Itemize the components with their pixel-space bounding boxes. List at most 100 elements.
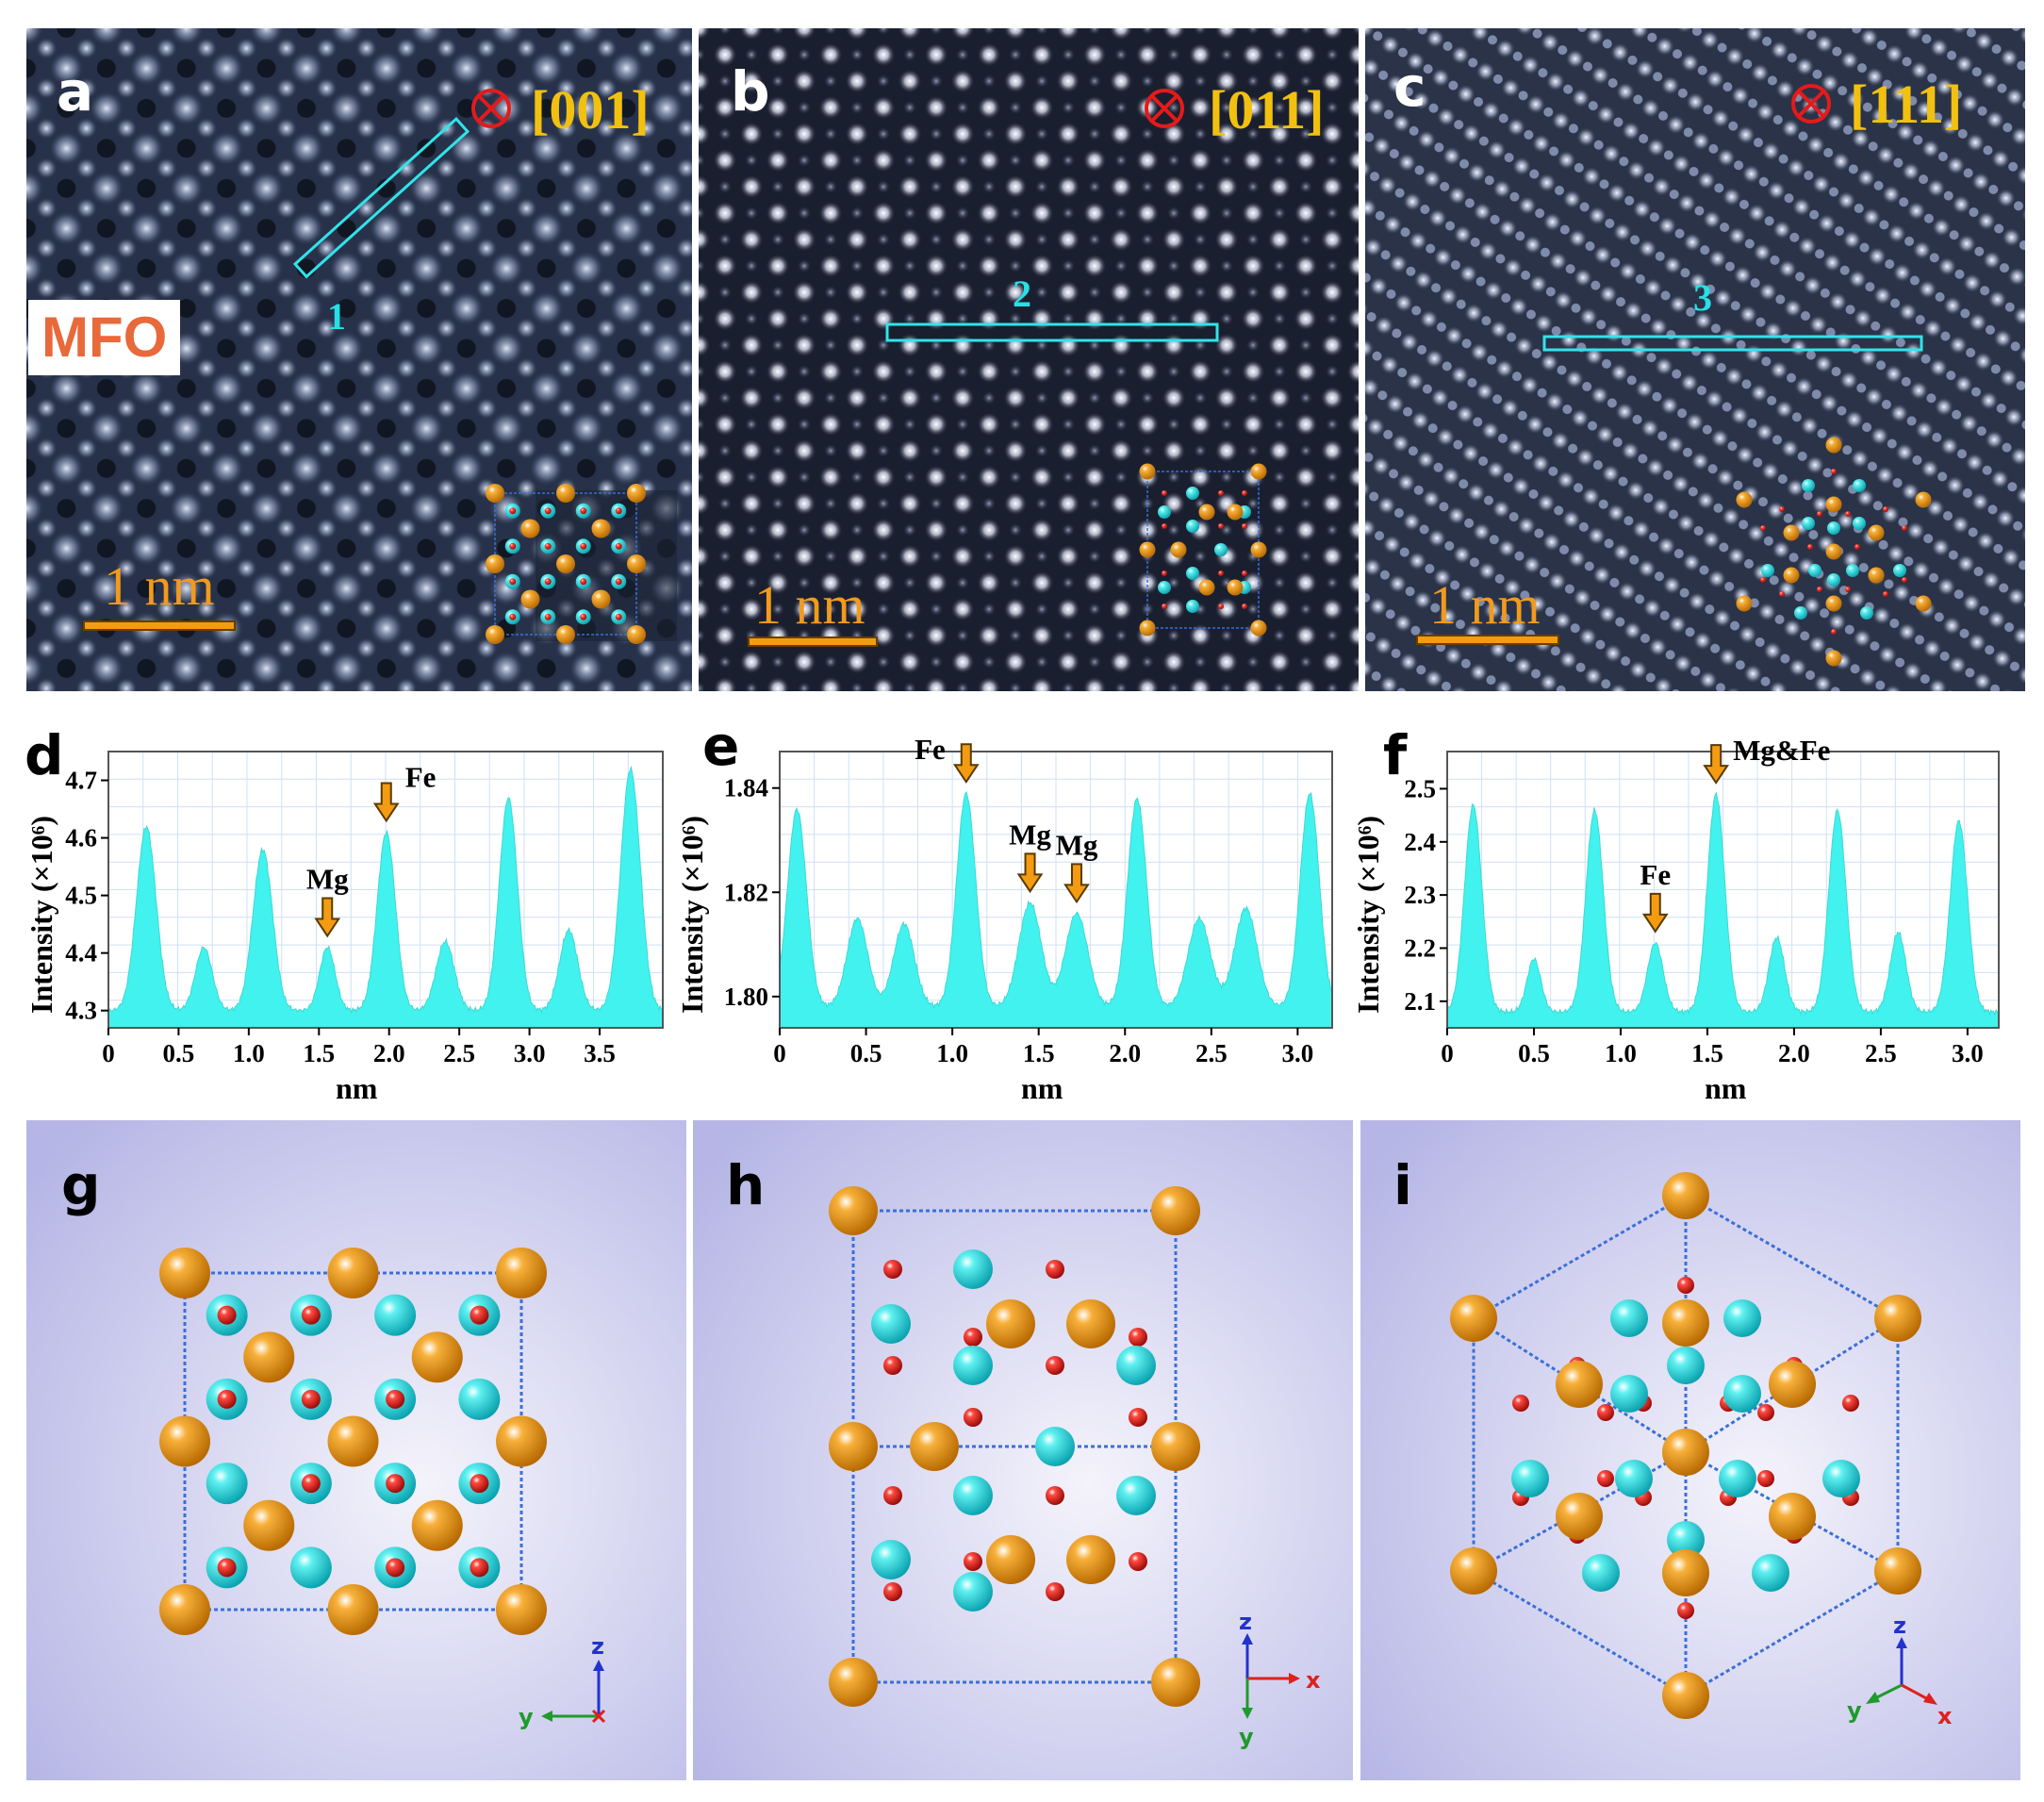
scale-bar-label-c: 1 nm [1429, 574, 1541, 636]
fe-atom [1783, 567, 1800, 584]
o-atom [580, 613, 587, 620]
o-atom [1831, 469, 1837, 474]
o-atom [1757, 1470, 1774, 1487]
x-tick-label: 2.5 [443, 1039, 475, 1067]
o-atom [509, 613, 517, 620]
model-panel-i [1360, 1120, 2020, 1780]
o-atom [1807, 544, 1813, 550]
arrow-down-icon [1016, 852, 1044, 894]
unit-cell-edge [1473, 1316, 1899, 1573]
y-tick-label: 1.80 [724, 983, 768, 1011]
fe-atom [1198, 579, 1215, 596]
profile-chart-e-svg: 0 0.5 1.0 1.5 2.0 2.5 3.0 1.80 1.82 1.84 Fe Mg Mg [724, 733, 1333, 1067]
mg-atom [1794, 606, 1807, 620]
panel-letter-a: a [57, 59, 94, 124]
o-atom [470, 1558, 489, 1578]
x-tick-label: 0.5 [850, 1039, 882, 1067]
fe-atom [1139, 463, 1156, 480]
fe-atom [1915, 491, 1932, 508]
fe-atom [243, 1331, 295, 1383]
x-tick-label: 3.0 [514, 1039, 546, 1067]
o-atom [1902, 525, 1907, 531]
fe-atom [411, 1499, 463, 1551]
x-tick-label: 1.0 [233, 1039, 265, 1067]
o-atom [1512, 1395, 1529, 1412]
o-atom [1129, 1328, 1147, 1347]
o-atom [615, 507, 622, 515]
o-atom [1242, 490, 1247, 496]
plot-frame [107, 751, 664, 1029]
o-atom [883, 1356, 902, 1375]
o-atom [1854, 544, 1860, 550]
mg-atom [1035, 1427, 1075, 1466]
model-panel-g [26, 1120, 686, 1780]
o-atom [1218, 603, 1224, 609]
inset-model-a [486, 484, 646, 644]
fe-atom [1769, 1361, 1816, 1408]
fe-atom [1662, 1299, 1709, 1347]
o-atom [1046, 1582, 1064, 1601]
o-atom [470, 1305, 489, 1325]
x-tick-label: 0 [773, 1039, 786, 1067]
model-i-svg [1360, 1120, 2020, 1780]
fe-atom [1066, 1535, 1115, 1584]
mg-atom [1615, 1460, 1653, 1497]
arrow-down-icon [1641, 892, 1669, 934]
crystal-model-i [1450, 1172, 1921, 1719]
fe-atom [829, 1658, 878, 1707]
axis-triad-g: z y x [519, 1633, 606, 1740]
stem-image-b [699, 28, 1359, 691]
model-h-svg [693, 1120, 1353, 1780]
fe-atom [1227, 504, 1244, 521]
x-tick-label: 1.5 [303, 1039, 335, 1067]
mg-atom [1752, 1554, 1789, 1592]
fe-atom [1736, 491, 1753, 508]
x-tick-label: 0.5 [1518, 1039, 1550, 1067]
mg-atom [1610, 1299, 1648, 1337]
scale-bar-c [1416, 635, 1559, 645]
o-atom [1842, 1395, 1859, 1412]
o-atom [964, 1328, 982, 1347]
x-tick-label: 3.0 [1952, 1039, 1984, 1067]
fe-atom [1198, 504, 1215, 521]
o-atom [1817, 587, 1822, 592]
mg-atom [1822, 1460, 1860, 1497]
mg-atom [1723, 1299, 1761, 1337]
peak-annotation: Mg [306, 863, 349, 938]
fe-atom [159, 1584, 210, 1635]
mg-atom [953, 1476, 993, 1515]
annotation-label: Fe [405, 760, 437, 793]
mg-atom [1186, 567, 1199, 580]
plot-frame [1446, 751, 2000, 1029]
o-atom [964, 1408, 982, 1427]
mg-atom [1116, 1346, 1156, 1385]
fe-atom [1662, 1172, 1709, 1219]
o-atom [544, 507, 552, 515]
arrow-down-icon [1063, 863, 1090, 904]
material-badge: MFO [28, 300, 181, 375]
fe-atom [1170, 541, 1187, 558]
fe-atom [1662, 1549, 1709, 1596]
line-profile-label-2: 2 [1013, 273, 1031, 315]
fe-atom [1736, 595, 1753, 612]
o-atom [1242, 603, 1247, 609]
panel-letter-h: h [726, 1153, 766, 1217]
y-tick-label: 4.7 [65, 767, 97, 795]
fe-atom [1450, 1547, 1497, 1595]
y-axis-label-f: Intensity (×10⁶) [1351, 815, 1385, 1014]
o-atom [470, 1474, 489, 1494]
peak-annotation: Fe [372, 760, 437, 823]
intensity-profile-e [779, 790, 1333, 1029]
peak-annotation: Fe [1640, 858, 1671, 934]
stem-lattice-b [699, 28, 1359, 691]
fe-atom [1662, 1672, 1709, 1719]
line-profile-box-2 [885, 322, 1219, 342]
intensity-profile-f [1446, 791, 2000, 1029]
o-atom [1162, 603, 1167, 609]
o-atom [883, 1486, 902, 1505]
mg-atom [1582, 1554, 1620, 1592]
o-atom [1162, 490, 1167, 496]
mg-atom [1158, 505, 1171, 519]
o-atom [615, 542, 622, 550]
o-atom [1757, 1404, 1774, 1421]
